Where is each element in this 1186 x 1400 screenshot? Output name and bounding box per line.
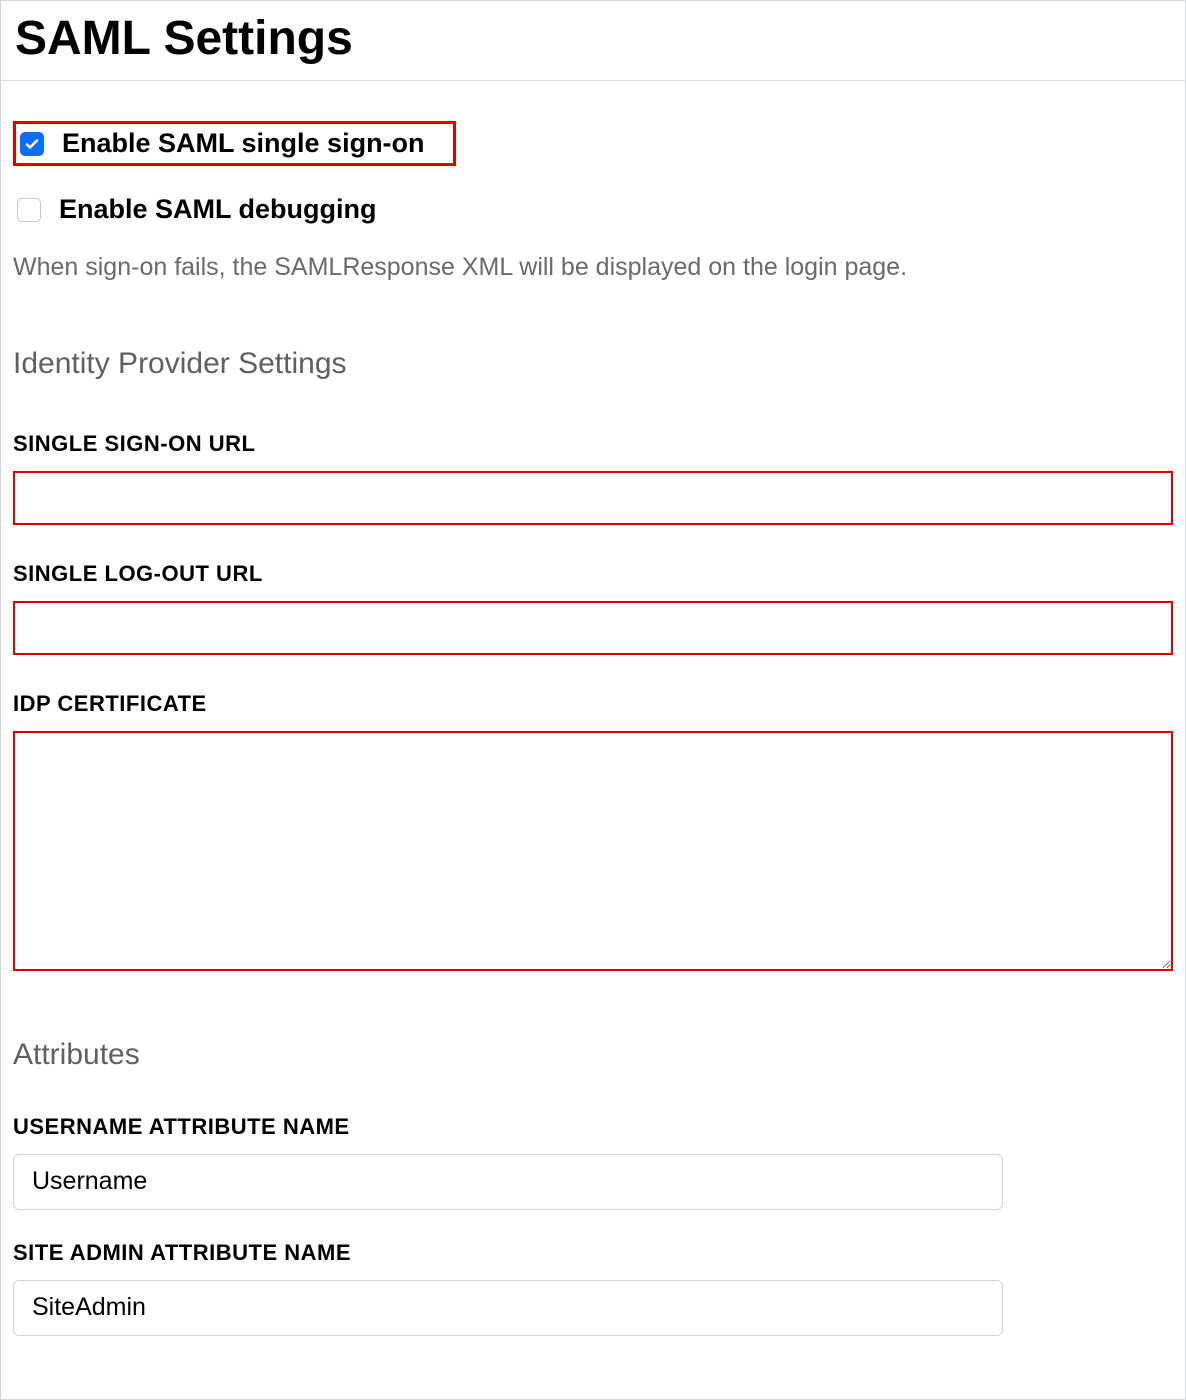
enable-debug-checkbox[interactable]: [17, 198, 41, 222]
content-area: Enable SAML single sign-on Enable SAML d…: [1, 121, 1185, 1336]
attributes-section-header: Attributes: [13, 1038, 1173, 1072]
username-attr-field-group: USERNAME ATTRIBUTE NAME: [13, 1114, 1173, 1210]
saml-settings-panel: SAML Settings Enable SAML single sign-on…: [0, 0, 1186, 1400]
enable-sso-checkbox[interactable]: [20, 132, 44, 156]
slo-url-field-group: SINGLE LOG-OUT URL: [13, 561, 1173, 655]
siteadmin-attr-field-group: SITE ADMIN ATTRIBUTE NAME: [13, 1240, 1173, 1336]
idp-section-header: Identity Provider Settings: [13, 347, 1173, 381]
username-attr-label: USERNAME ATTRIBUTE NAME: [13, 1114, 1173, 1140]
username-attr-input[interactable]: [13, 1154, 1003, 1210]
page-title: SAML Settings: [1, 1, 1185, 81]
enable-debug-row[interactable]: Enable SAML debugging: [13, 188, 1173, 231]
enable-debug-label: Enable SAML debugging: [59, 194, 377, 225]
debug-help-text: When sign-on fails, the SAMLResponse XML…: [13, 249, 1173, 287]
sso-url-input[interactable]: [13, 471, 1173, 525]
idp-cert-textarea[interactable]: [13, 731, 1173, 971]
sso-url-label: SINGLE SIGN-ON URL: [13, 431, 1173, 457]
check-icon: [24, 136, 40, 152]
enable-sso-row[interactable]: Enable SAML single sign-on: [13, 121, 456, 166]
sso-url-field-group: SINGLE SIGN-ON URL: [13, 431, 1173, 525]
siteadmin-attr-label: SITE ADMIN ATTRIBUTE NAME: [13, 1240, 1173, 1266]
slo-url-label: SINGLE LOG-OUT URL: [13, 561, 1173, 587]
slo-url-input[interactable]: [13, 601, 1173, 655]
idp-cert-label: IDP CERTIFICATE: [13, 691, 1173, 717]
siteadmin-attr-input[interactable]: [13, 1280, 1003, 1336]
enable-sso-label: Enable SAML single sign-on: [62, 128, 425, 159]
idp-cert-field-group: IDP CERTIFICATE: [13, 691, 1173, 976]
attributes-section: Attributes USERNAME ATTRIBUTE NAME SITE …: [13, 1038, 1173, 1336]
